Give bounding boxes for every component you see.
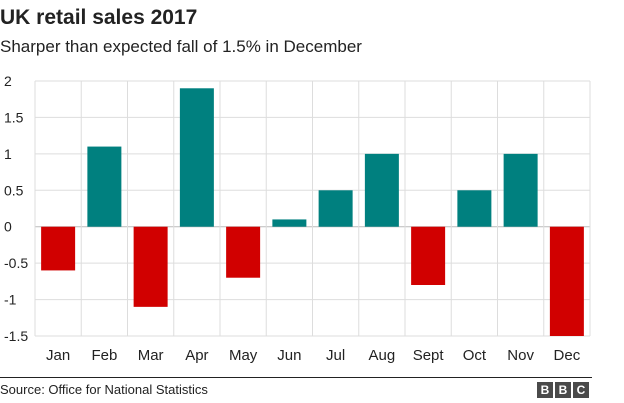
y-tick-label: 0 xyxy=(4,219,12,235)
bbc-logo-letter-1: B xyxy=(537,382,553,398)
x-tick-label: Sept xyxy=(413,347,445,364)
x-tick-label: Jun xyxy=(277,347,301,364)
bar-chart: 2 1.5 1 0.5 0 -0.5 -1 -1.5 Jan Feb Mar Apr May Jun Jul… xyxy=(4,73,591,364)
y-tick-label: 0.5 xyxy=(4,182,24,198)
x-tick-label: Aug xyxy=(369,347,396,364)
y-tick-label: 2 xyxy=(4,73,12,89)
bar-jun xyxy=(272,219,307,227)
x-tick-label: Apr xyxy=(185,347,208,364)
y-tick-label: -1.5 xyxy=(4,328,28,344)
bar-mar xyxy=(133,226,168,307)
x-tick-label: Nov xyxy=(507,347,534,364)
footer-divider xyxy=(0,377,592,378)
x-tick-label: Jul xyxy=(326,347,345,364)
bar-jan xyxy=(41,226,76,271)
source-note: Source: Office for National Statistics xyxy=(0,382,208,397)
bar-may xyxy=(226,226,261,278)
x-tick-label: May xyxy=(229,347,258,364)
bar-feb xyxy=(87,146,122,227)
bbc-logo: B B C xyxy=(537,382,589,398)
x-tick-label: Feb xyxy=(91,347,117,364)
chart-subtitle: Sharper than expected fall of 1.5% in De… xyxy=(0,37,362,56)
bar-aug xyxy=(364,153,399,227)
x-tick-label: Oct xyxy=(463,347,487,364)
bar-apr xyxy=(179,88,214,227)
x-tick-label: Dec xyxy=(554,347,581,364)
chart-title: UK retail sales 2017 xyxy=(0,6,198,29)
bbc-logo-letter-3: C xyxy=(573,382,589,398)
bbc-logo-letter-2: B xyxy=(555,382,571,398)
bar-jul xyxy=(318,190,353,227)
bar-oct xyxy=(457,190,492,227)
y-tick-label: 1 xyxy=(4,146,12,162)
y-tick-label: 1.5 xyxy=(4,109,24,125)
y-tick-label: -1 xyxy=(4,292,17,308)
bar-sept xyxy=(411,226,446,285)
bar-dec xyxy=(549,226,584,336)
x-tick-label: Jan xyxy=(46,347,70,364)
y-tick-label: -0.5 xyxy=(4,255,28,271)
bar-nov xyxy=(503,153,538,227)
x-tick-label: Mar xyxy=(138,347,164,364)
